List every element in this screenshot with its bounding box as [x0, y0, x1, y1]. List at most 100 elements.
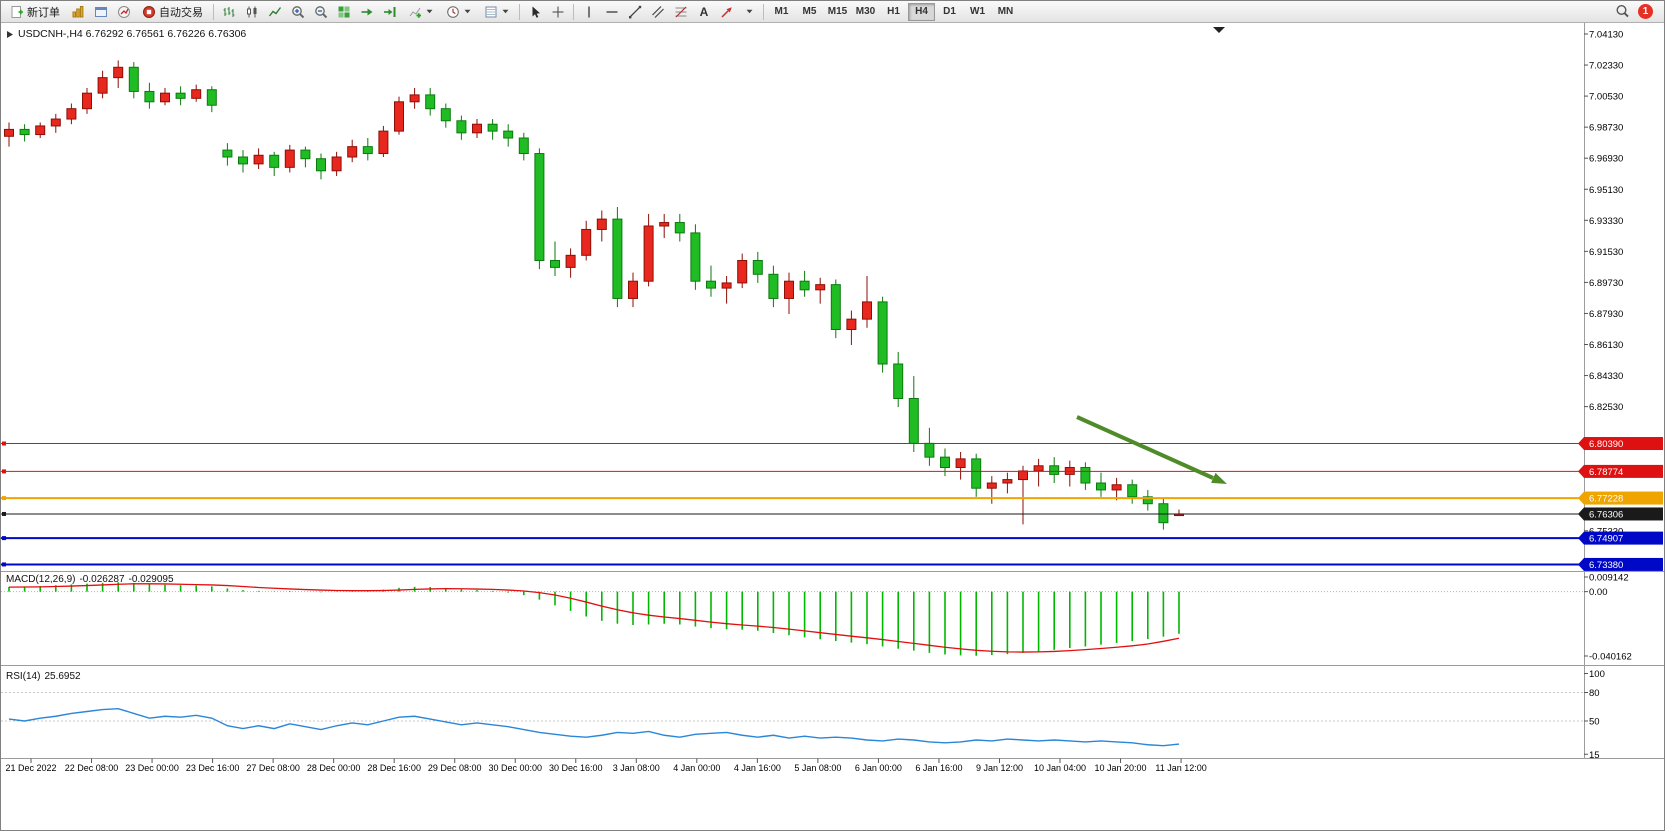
line-anchor[interactable] — [2, 562, 6, 567]
candle — [1033, 465, 1044, 472]
line-anchor[interactable] — [2, 496, 6, 501]
periods-button[interactable] — [440, 2, 477, 22]
zoom-out-icon[interactable] — [310, 2, 332, 22]
crosshair-icon[interactable] — [547, 2, 569, 22]
toolbar-separator — [519, 3, 520, 20]
one-click-trading-icon[interactable] — [6, 30, 14, 39]
candle — [721, 282, 732, 289]
candle — [1049, 465, 1060, 475]
tile-windows-icon[interactable] — [333, 2, 355, 22]
zoom-in-icon[interactable] — [287, 2, 309, 22]
svg-text:7.00530: 7.00530 — [1589, 92, 1623, 103]
candle — [35, 125, 46, 136]
trend-arrow-annotation[interactable] — [1076, 415, 1227, 484]
rsi-panel — [1, 692, 1584, 747]
candle — [752, 259, 763, 275]
channel-tool-icon[interactable] — [647, 2, 669, 22]
shapes-button[interactable] — [739, 2, 759, 22]
notification-badge[interactable]: 1 — [1638, 4, 1653, 19]
candle — [160, 92, 170, 103]
candle — [737, 259, 748, 284]
new-order-button[interactable]: 新订单 — [4, 2, 66, 22]
chart-shift-marker[interactable] — [1213, 27, 1225, 33]
candles-chart-icon[interactable] — [241, 2, 263, 22]
timeframe-m5-button[interactable]: M5 — [796, 3, 823, 21]
price-levels[interactable] — [1, 441, 1584, 567]
candle — [596, 218, 607, 230]
auto-scroll-icon[interactable] — [356, 2, 378, 22]
timeframe-m30-button[interactable]: M30 — [852, 3, 879, 21]
svg-text:6.80390: 6.80390 — [1589, 439, 1623, 450]
new-chart-icon[interactable] — [67, 2, 89, 22]
timeframe-m15-button[interactable]: M15 — [824, 3, 851, 21]
trendline-tool-icon[interactable] — [624, 2, 646, 22]
chart-shift-icon[interactable] — [379, 2, 401, 22]
svg-text:10 Jan 20:00: 10 Jan 20:00 — [1095, 763, 1147, 773]
candle — [674, 222, 685, 234]
svg-text:6.77228: 6.77228 — [1589, 494, 1623, 505]
fibonacci-tool-icon[interactable] — [670, 2, 692, 22]
candle — [440, 108, 451, 122]
bars-chart-icon[interactable] — [218, 2, 240, 22]
dropdown-caret-icon — [502, 9, 509, 14]
price-badge — [1584, 464, 1663, 478]
candle — [877, 301, 888, 365]
candle — [394, 101, 404, 132]
candle — [1096, 482, 1106, 491]
svg-text:28 Dec 16:00: 28 Dec 16:00 — [367, 763, 421, 773]
price-axis[interactable]: 7.04130 7.02330 7.00530 6.98730 6.96930 6.951… — [1578, 30, 1663, 761]
search-icon[interactable] — [1611, 2, 1633, 22]
timeframe-w1-button[interactable]: W1 — [964, 3, 991, 21]
text-tool-icon[interactable]: A — [699, 4, 709, 19]
line-anchor[interactable] — [2, 441, 6, 446]
svg-text:6.95130: 6.95130 — [1589, 185, 1623, 196]
candle — [955, 458, 966, 468]
candle — [846, 318, 857, 330]
svg-text:15: 15 — [1589, 750, 1600, 761]
vertical-line-tool-icon[interactable] — [578, 2, 600, 22]
chart-title-text: USDCNH-,H4 6.76292 6.76561 6.76226 6.763… — [18, 28, 247, 40]
candle — [628, 280, 638, 299]
line-anchor[interactable] — [2, 536, 6, 541]
templates-button[interactable] — [478, 2, 515, 22]
svg-text:4 Jan 00:00: 4 Jan 00:00 — [673, 763, 720, 773]
candle — [4, 128, 14, 137]
timeframe-h4-button[interactable]: H4 — [908, 2, 935, 21]
cursor-icon[interactable] — [524, 2, 546, 22]
toolbar-separator — [213, 3, 214, 20]
auto-trading-label: 自动交易 — [159, 6, 203, 19]
svg-text:6.76306: 6.76306 — [1589, 509, 1623, 520]
candle — [706, 280, 716, 289]
add-indicator-button[interactable] — [402, 2, 439, 22]
line-chart-icon[interactable] — [264, 2, 286, 22]
candle — [986, 482, 997, 489]
line-anchor[interactable] — [2, 511, 6, 516]
svg-text:6.91530: 6.91530 — [1589, 247, 1623, 258]
svg-text:9 Jan 12:00: 9 Jan 12:00 — [976, 763, 1023, 773]
chart-canvas[interactable]: 7.04130 7.02330 7.00530 6.98730 6.96930 6.951… — [1, 23, 1665, 831]
candle — [1111, 484, 1122, 491]
horizontal-line-tool-icon[interactable] — [601, 2, 623, 22]
auto-trading-button[interactable]: 自动交易 — [136, 2, 209, 22]
price-badge — [1584, 437, 1663, 451]
line-anchor[interactable] — [2, 469, 6, 474]
candle — [1142, 496, 1153, 505]
candle — [503, 130, 514, 139]
candle — [113, 66, 124, 79]
timeframe-mn-button[interactable]: MN — [992, 3, 1019, 21]
time-axis[interactable]: 21 Dec 2022 22 Dec 08:00 23 Dec 00:00 23 De… — [5, 758, 1207, 774]
svg-text:6.84330: 6.84330 — [1589, 371, 1623, 382]
new-order-label: 新订单 — [27, 6, 60, 19]
svg-text:6.78774: 6.78774 — [1589, 467, 1623, 478]
candle — [97, 77, 108, 94]
chart-area[interactable]: 7.04130 7.02330 7.00530 6.98730 6.96930 6.951… — [1, 23, 1665, 831]
timeframe-d1-button[interactable]: D1 — [936, 3, 963, 21]
timeframe-m1-button[interactable]: M1 — [768, 3, 795, 21]
market-watch-icon[interactable] — [113, 2, 135, 22]
candle — [940, 456, 950, 468]
arrows-tool-icon[interactable] — [716, 2, 738, 22]
profiles-icon[interactable] — [90, 2, 112, 22]
auto-trading-icon — [142, 5, 156, 19]
candle — [191, 89, 202, 99]
timeframe-h1-button[interactable]: H1 — [880, 3, 907, 21]
